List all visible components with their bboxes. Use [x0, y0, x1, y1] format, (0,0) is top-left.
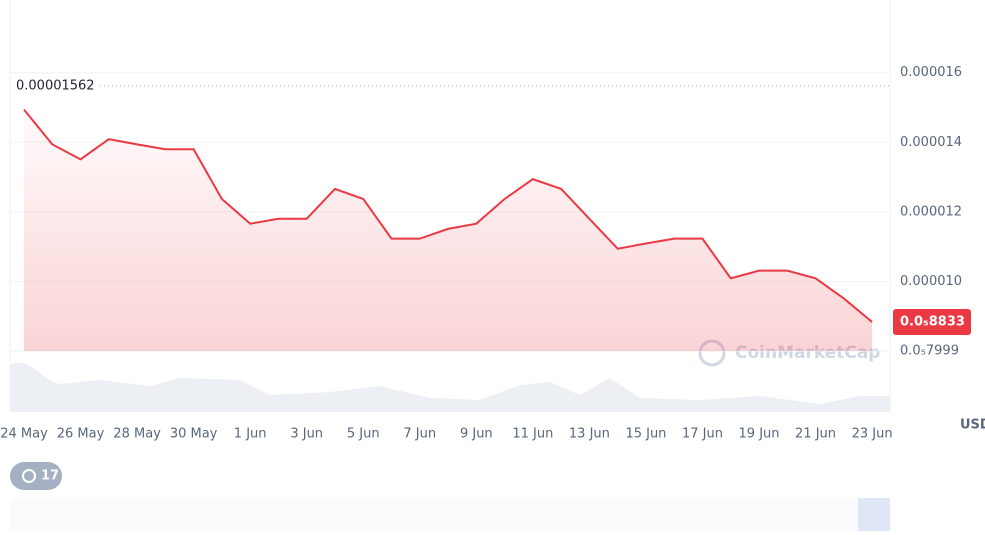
x-tick-label: 11 Jun: [512, 427, 553, 442]
y-tick-label: 0.000010: [900, 274, 962, 289]
y-tick-label: 0.0₅7999: [900, 344, 959, 359]
navigator[interactable]: [10, 498, 890, 531]
currency-label: USD: [960, 418, 985, 433]
x-tick-label: 23 Jun: [852, 427, 893, 442]
area: [24, 109, 873, 351]
price-line: [23, 108, 873, 323]
x-tick-label: 15 Jun: [625, 427, 666, 442]
x-tick-label: 5 Jun: [347, 427, 380, 442]
x-tick-label: 1 Jun: [234, 427, 267, 442]
x-tick-label: 9 Jun: [460, 427, 493, 442]
reference-label: 0.00001562: [16, 78, 95, 93]
x-tick-label: 7 Jun: [403, 427, 436, 442]
x-tick-label: 21 Jun: [795, 427, 836, 442]
x-tick-label: 26 May: [57, 427, 105, 442]
x-tick-label: 28 May: [113, 427, 161, 442]
x-tick-label: 13 Jun: [569, 427, 610, 442]
price-badge: [893, 309, 971, 336]
x-tick-label: 17 Jun: [682, 427, 723, 442]
badge-text: 17: [41, 469, 59, 484]
x-tick-label: 30 May: [170, 427, 218, 442]
x-tick-label: 19 Jun: [739, 427, 780, 442]
x-tick-label: 3 Jun: [290, 427, 323, 442]
price-label: 0.0₅8833: [900, 315, 965, 330]
volume-area: [10, 362, 890, 412]
y-tick-label: 0.000012: [900, 204, 962, 219]
navigator-window[interactable]: [858, 498, 890, 531]
y-tick-label: 0.000014: [900, 135, 962, 150]
badge-icon: [22, 469, 36, 483]
x-tick-label: 24 May: [0, 427, 48, 442]
y-tick-label: 0.000016: [900, 65, 962, 80]
